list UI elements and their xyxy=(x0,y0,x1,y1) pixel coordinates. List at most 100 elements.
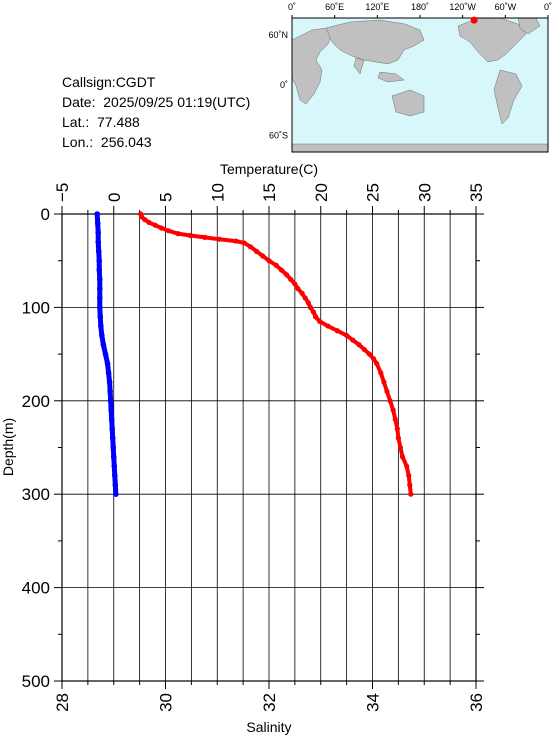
temperature-data-point xyxy=(295,286,301,292)
date-text: Date: 2025/09/25 01:19(UTC) xyxy=(62,94,251,110)
temperature-data-point xyxy=(158,225,164,231)
temperature-data-point xyxy=(404,463,410,469)
temperature-data-point xyxy=(381,379,387,385)
map-land-shape xyxy=(325,19,425,65)
map-land-shape xyxy=(377,71,405,83)
salinity-tick-label: 34 xyxy=(364,693,383,712)
temperature-data-point xyxy=(374,360,380,367)
depth-tick-label: 200 xyxy=(22,392,50,411)
map-longitude-label: 180˚ xyxy=(411,2,429,12)
temperature-data-point xyxy=(325,323,331,329)
temperature-data-point xyxy=(305,300,311,306)
temperature-data-point xyxy=(366,351,372,357)
temperature-data-point xyxy=(299,290,305,296)
temperature-data-point xyxy=(397,444,404,451)
salinity-data-point xyxy=(98,323,104,329)
map-latitude-label: 60˚S xyxy=(269,130,288,140)
temperature-data-point xyxy=(266,258,272,264)
temperature-tick-label: 0 xyxy=(105,193,124,202)
salinity-data-point xyxy=(99,332,105,339)
temperature-tick-label: 30 xyxy=(415,183,434,202)
temperature-data-point xyxy=(253,248,260,254)
map-land-shape xyxy=(493,69,523,125)
temperature-data-point xyxy=(216,236,222,242)
map-longitude-label: 0˚ xyxy=(288,2,296,12)
temperature-tick-label: 15 xyxy=(260,183,279,202)
salinity-data-point xyxy=(96,257,103,264)
map-land-shape xyxy=(291,27,333,105)
temperature-data-point xyxy=(312,314,319,320)
temperature-data-point xyxy=(394,426,400,432)
temperature-data-point xyxy=(166,228,172,234)
temperature-data-point xyxy=(175,231,181,237)
callsign-text: Callsign:CGDT xyxy=(62,74,156,90)
salinity-data-point xyxy=(111,472,118,479)
temperature-data-point xyxy=(307,304,313,310)
depth-tick-label: 300 xyxy=(22,485,50,504)
salinity-data-point xyxy=(107,388,113,395)
map-latitude-label: 60˚N xyxy=(268,30,288,40)
salinity-data-point xyxy=(113,491,119,498)
temperature-data-point xyxy=(152,222,158,228)
map-latitude-labels: 60˚N 0˚ 60˚S xyxy=(268,30,288,141)
temperature-data-point xyxy=(146,219,152,226)
temperature-tick-label: 25 xyxy=(364,183,383,202)
salinity-data-point xyxy=(96,295,103,301)
temperature-data-point xyxy=(334,328,340,334)
salinity-data-point xyxy=(111,463,118,469)
temperature-data-point xyxy=(390,407,396,413)
temperature-data-point xyxy=(370,356,377,362)
salinity-data-point xyxy=(108,416,115,423)
temperature-data-point xyxy=(361,346,367,353)
temperature-data-point xyxy=(378,370,384,376)
temperature-data-point xyxy=(384,388,390,395)
map-land xyxy=(291,17,549,153)
temperature-tick-label: −5 xyxy=(53,183,72,202)
salinity-data-point xyxy=(95,239,102,245)
salinity-data-point xyxy=(102,351,109,357)
temperature-data-point xyxy=(310,309,317,315)
salinity-data-point xyxy=(94,211,100,217)
map-latitude-label: 0˚ xyxy=(280,80,288,90)
salinity-data-point xyxy=(95,229,102,236)
temperature-data-point xyxy=(283,272,290,278)
temperature-data-point xyxy=(344,332,350,339)
temperature-data-point xyxy=(356,342,362,348)
temperature-data-point xyxy=(241,240,247,246)
temperature-tick-label: 35 xyxy=(467,183,486,202)
salinity-tick-label: 36 xyxy=(467,693,486,712)
temperature-data-point xyxy=(187,232,193,239)
salinity-data-point xyxy=(112,482,119,488)
salinity-tick-label: 28 xyxy=(53,693,72,712)
depth-tick-label: 0 xyxy=(41,205,50,224)
temperature-data-point xyxy=(399,454,406,460)
chart-series xyxy=(94,211,414,498)
salinity-data-point xyxy=(106,379,113,385)
salinity-data-point xyxy=(95,248,102,255)
station-info: Callsign:CGDT Date: 2025/09/25 01:19(UTC… xyxy=(62,72,250,152)
salinity-data-point xyxy=(96,267,103,273)
temperature-data-point xyxy=(247,244,253,250)
salinity-data-point xyxy=(100,341,107,348)
temperature-data-point xyxy=(288,276,294,282)
world-location-map: 0˚ 60˚E 120˚E 180˚ 120˚W 60˚W 0˚ 60˚N 0˚ 60˚S xyxy=(268,2,552,153)
salinity-data-point xyxy=(105,369,112,376)
salinity-data-point xyxy=(96,285,103,292)
temperature-data-point xyxy=(273,262,279,268)
temperature-data-point xyxy=(406,472,412,479)
map-land-shape xyxy=(391,89,425,117)
temperature-data-point xyxy=(233,238,239,244)
temperature-data-point xyxy=(407,482,413,488)
salinity-data-point xyxy=(110,444,117,451)
salinity-data-point xyxy=(97,313,104,320)
temperature-data-point xyxy=(387,398,393,404)
depth-tick-label: 100 xyxy=(22,298,50,317)
map-longitude-label: 60˚E xyxy=(325,2,344,12)
temperature-tick-label: 10 xyxy=(208,183,227,202)
salinity-data-point xyxy=(110,454,117,460)
temperature-data-point xyxy=(317,318,323,325)
salinity-data-point xyxy=(109,435,116,441)
salinity-data-point xyxy=(109,426,115,432)
